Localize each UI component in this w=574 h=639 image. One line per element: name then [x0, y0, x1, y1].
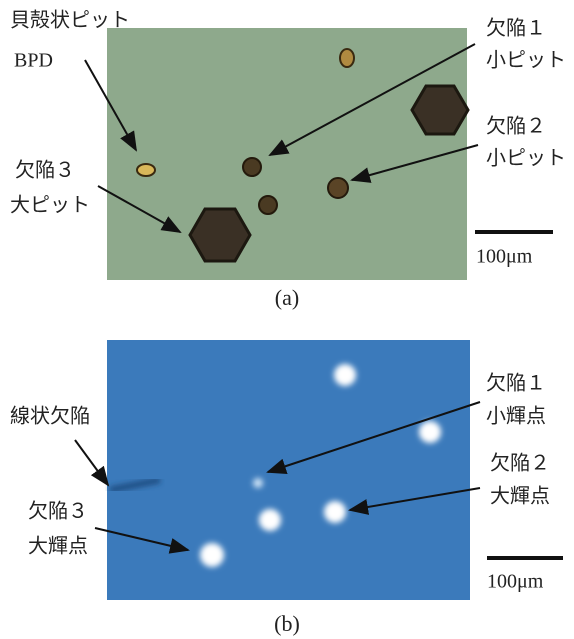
label: 線状欠陥	[10, 405, 90, 428]
figure: 貝殻状ピット BPD 欠陥３ 大ピット 欠陥１ 小ピット 欠陥２ 小ピット 10…	[0, 0, 574, 639]
label: 欠陥２	[490, 452, 550, 475]
scale-label: 100μm	[487, 571, 544, 593]
label: 欠陥１	[486, 17, 546, 40]
label: BPD	[14, 50, 53, 72]
micrograph-a	[107, 28, 468, 280]
label: 小ピット	[486, 49, 566, 72]
caption: (b)	[274, 611, 300, 636]
label: 貝殻状ピット	[10, 9, 130, 32]
label: 欠陥１	[486, 372, 546, 395]
label: 大輝点	[490, 485, 550, 508]
label: 大ピット	[10, 194, 90, 217]
label: 小輝点	[486, 405, 546, 428]
label: 小ピット	[486, 147, 566, 170]
label: 大輝点	[28, 535, 88, 558]
micrograph-b	[107, 340, 470, 600]
label: 欠陥２	[486, 115, 546, 138]
label: 欠陥３	[15, 159, 75, 182]
arrow	[75, 440, 108, 485]
label: 欠陥３	[28, 500, 88, 523]
scale-label: 100μm	[476, 246, 533, 268]
caption: (a)	[275, 285, 299, 310]
